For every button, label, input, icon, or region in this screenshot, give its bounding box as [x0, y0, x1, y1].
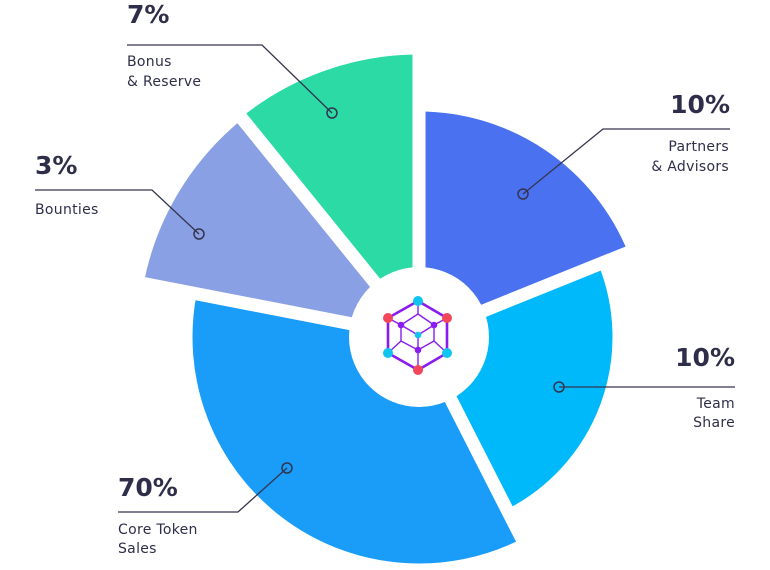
logo-node-icon	[414, 331, 422, 339]
label-bounties-1: Bounties	[35, 202, 99, 218]
label-team-2: Share	[693, 415, 735, 431]
value-label-bounties: 3%	[35, 151, 78, 180]
pie-slice-core	[179, 284, 534, 570]
label-team-1: Team	[696, 396, 735, 412]
logo-edge	[400, 313, 419, 326]
logo-vertex-icon	[383, 313, 393, 323]
leader-line-bonus	[127, 44, 333, 114]
leader-line-bounties	[35, 189, 200, 235]
label-bonus-1: Bonus	[127, 54, 172, 70]
label-core-1: Core Token	[118, 522, 198, 538]
value-label-bonus: 7%	[127, 0, 170, 29]
value-label-core: 70%	[118, 473, 178, 502]
logo-node-icon	[414, 346, 422, 354]
logo-node-icon	[430, 321, 438, 329]
leader-line-partners	[522, 128, 730, 195]
pie-slice-bounties	[129, 104, 436, 347]
leader-dot-partners	[517, 188, 529, 200]
logo-vertex-icon	[383, 348, 393, 358]
label-partners-1: Partners	[668, 139, 729, 155]
pie-slice-partners	[412, 98, 643, 347]
logo-vertex-icon	[413, 365, 423, 375]
logo-vertex-icon	[413, 296, 423, 306]
leader-line-core	[118, 467, 288, 513]
leader-dot-team	[553, 381, 565, 393]
label-partners-2: & Advisors	[651, 159, 729, 175]
label-bonus-2: & Reserve	[127, 74, 202, 90]
logo-node-icon	[397, 321, 405, 329]
leader-dot-bonus	[326, 107, 338, 119]
label-core-2: Sales	[118, 541, 157, 557]
value-label-partners: 10%	[670, 90, 730, 119]
logo-vertex-icon	[442, 348, 452, 358]
pie-slice-bonus	[227, 41, 426, 356]
logo-vertex-icon	[442, 313, 452, 323]
leader-dot-core	[281, 462, 293, 474]
value-label-team: 10%	[675, 343, 735, 372]
leader-dot-bounties	[193, 228, 205, 240]
